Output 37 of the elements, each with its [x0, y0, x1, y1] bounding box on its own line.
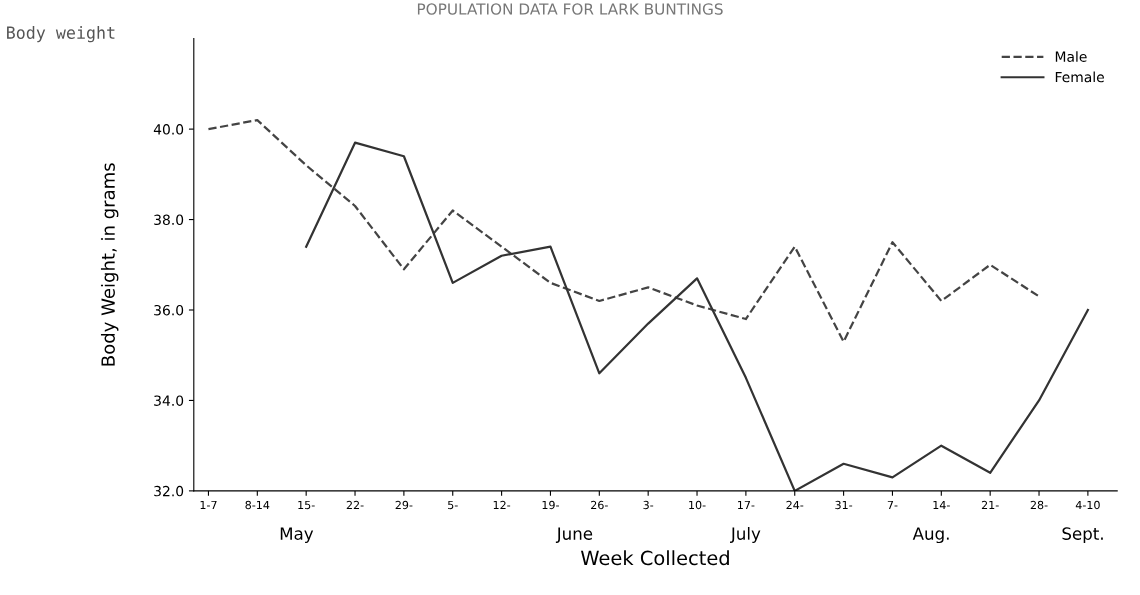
line-series	[207, 118, 1041, 343]
x-tick-label: 12-	[493, 500, 511, 510]
legend-label: Male	[1055, 51, 1087, 62]
x-tick-label: 15-	[298, 500, 315, 510]
x-tick-label: 5-	[448, 500, 458, 510]
text: July	[730, 526, 761, 544]
x-tick-label: 28-	[1030, 500, 1048, 510]
x-tick-label: 4-10	[1075, 500, 1100, 510]
text: Aug.	[912, 527, 949, 544]
y-tick-label: 36.0	[154, 304, 184, 316]
x-tick-label: 22-	[346, 500, 364, 510]
y-tick-label: 34.0	[154, 395, 184, 406]
text: Body weight	[7, 26, 115, 43]
x-tick-label: 24-	[786, 500, 804, 510]
x-tick-label: 26-	[591, 500, 608, 510]
y-tick-label: 32.0	[154, 485, 184, 497]
x-tick-label: 17-	[738, 500, 755, 510]
x-tick-label: 7-	[887, 500, 898, 510]
text: May	[280, 527, 314, 544]
y-tick-label: 38.0	[154, 214, 184, 226]
x-tick-label: 8-14	[245, 500, 270, 510]
x-tick-label: 3-	[643, 500, 654, 510]
x-tick-label: 10-	[689, 500, 706, 510]
text: Sept.	[1062, 527, 1103, 544]
y-axis-title: Body Weight, in grams	[100, 163, 119, 366]
x-tick-label: 21-	[981, 500, 999, 510]
x-tick-label: 14-	[933, 500, 950, 510]
legend-label: Female	[1055, 71, 1104, 83]
y-tick-label: 40.0	[153, 124, 184, 135]
x-tick-label: 1-7	[200, 500, 217, 510]
x-tick-label: 31-	[835, 500, 853, 510]
x-axis-title: Week Collected	[580, 550, 729, 566]
x-tick-label: 29-	[395, 500, 413, 510]
line-series	[305, 141, 1089, 491]
text: June	[555, 527, 593, 543]
x-tick-label: 19-	[542, 500, 559, 510]
chart-title: POPULATION DATA FOR LARK BUNTINGS	[417, 3, 723, 15]
